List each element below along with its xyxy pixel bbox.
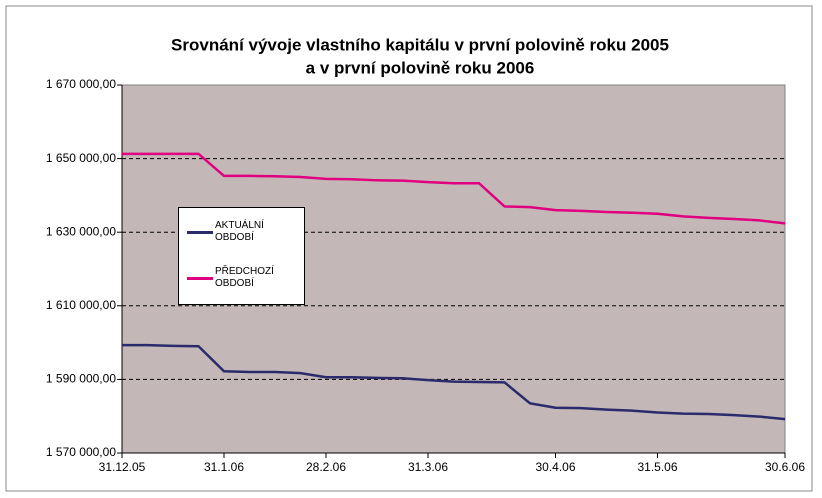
y-tick-label: 1 570 000,00 bbox=[46, 445, 116, 459]
x-tick-label: 30.6.06 bbox=[765, 460, 805, 474]
legend-label: PŘEDCHOZÍ OBDOBÍ bbox=[215, 266, 274, 289]
y-tick-label: 1 630 000,00 bbox=[46, 224, 116, 238]
x-tick-label: 31.1.06 bbox=[204, 460, 244, 474]
y-tick-label: 1 590 000,00 bbox=[46, 372, 116, 386]
x-tick-label: 28.2.06 bbox=[306, 460, 346, 474]
x-tick-label: 31.5.06 bbox=[637, 460, 677, 474]
y-tick-label: 1 670 000,00 bbox=[46, 77, 116, 91]
chart-title: a v první polovině roku 2006 bbox=[306, 58, 535, 77]
x-tick-label: 30.4.06 bbox=[535, 460, 575, 474]
x-tick-label: 31.3.06 bbox=[408, 460, 448, 474]
chart-title: Srovnání vývoje vlastního kapitálu v prv… bbox=[171, 35, 669, 54]
line-series bbox=[122, 152, 786, 225]
legend: AKTUÁLNÍ OBDOBÍ PŘEDCHOZÍ OBDOBÍ bbox=[178, 207, 305, 305]
legend-item: AKTUÁLNÍ OBDOBÍ bbox=[187, 220, 295, 244]
x-tick-label: 31.12.05 bbox=[99, 460, 146, 474]
y-tick-label: 1 610 000,00 bbox=[46, 298, 116, 312]
legend-swatch bbox=[187, 230, 213, 234]
legend-item: PŘEDCHOZÍ OBDOBÍ bbox=[187, 266, 295, 290]
legend-label: AKTUÁLNÍ OBDOBÍ bbox=[215, 220, 264, 243]
legend-swatch bbox=[187, 276, 213, 280]
line-series bbox=[122, 343, 786, 421]
y-tick-label: 1 650 000,00 bbox=[46, 151, 116, 165]
